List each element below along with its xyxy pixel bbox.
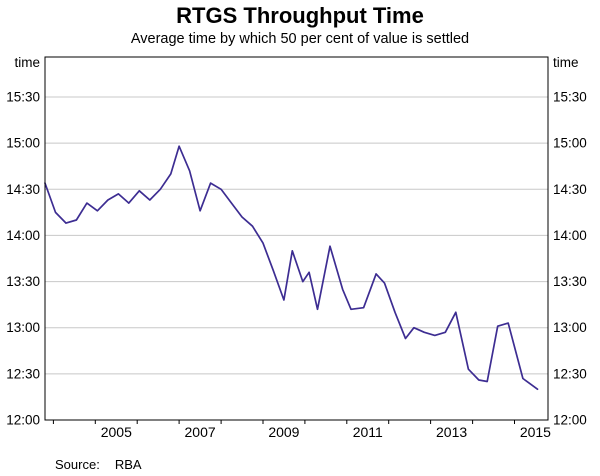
chart-subtitle: Average time by which 50 per cent of val… (130, 31, 470, 47)
y-axis-unit-right: time (553, 55, 579, 70)
source-value: RBA (114, 457, 142, 472)
source-note: Source: RBA (0, 452, 600, 472)
y-axis-unit-left: time (14, 55, 40, 70)
y-tick-label-right: 14:00 (553, 228, 587, 243)
y-tick-label-right: 13:30 (553, 274, 587, 289)
x-tick-label: 2007 (185, 424, 216, 440)
y-tick-label-left: 14:00 (6, 228, 40, 243)
chart-title: RTGS Throughput Time (176, 3, 424, 28)
chart-plot: 15:30 15:30 15:00 15:00 14:30 14:30 14:00 14:00… (6, 55, 587, 440)
x-tick-label: 2013 (436, 424, 467, 440)
y-tick-label-left: 15:00 (6, 136, 40, 151)
data-line (44, 145, 539, 391)
plot-border (44, 56, 549, 421)
y-tick-label-left: 12:00 (6, 413, 40, 428)
y-tick-label-right: 15:30 (553, 90, 587, 105)
x-tick-label: 2009 (268, 424, 299, 440)
source-label: Source: (55, 457, 100, 472)
y-tick-label-left: 13:30 (6, 274, 40, 289)
y-tick-label-right: 12:30 (553, 366, 587, 381)
y-tick-label-right: 14:30 (553, 182, 587, 197)
y-tick-label-right: 12:00 (553, 413, 587, 428)
y-tick-label-left: 15:30 (6, 90, 40, 105)
y-tick-label-left: 14:30 (6, 182, 40, 197)
y-tick-label-right: 15:00 (553, 136, 587, 151)
x-tick-label: 2011 (353, 424, 383, 440)
y-tick-label-left: 13:00 (6, 320, 40, 335)
x-tick-label: 2015 (520, 424, 551, 440)
y-tick-label-right: 13:00 (553, 320, 587, 335)
y-tick-label-left: 12:30 (6, 366, 40, 381)
x-tick-label: 2005 (101, 424, 132, 440)
